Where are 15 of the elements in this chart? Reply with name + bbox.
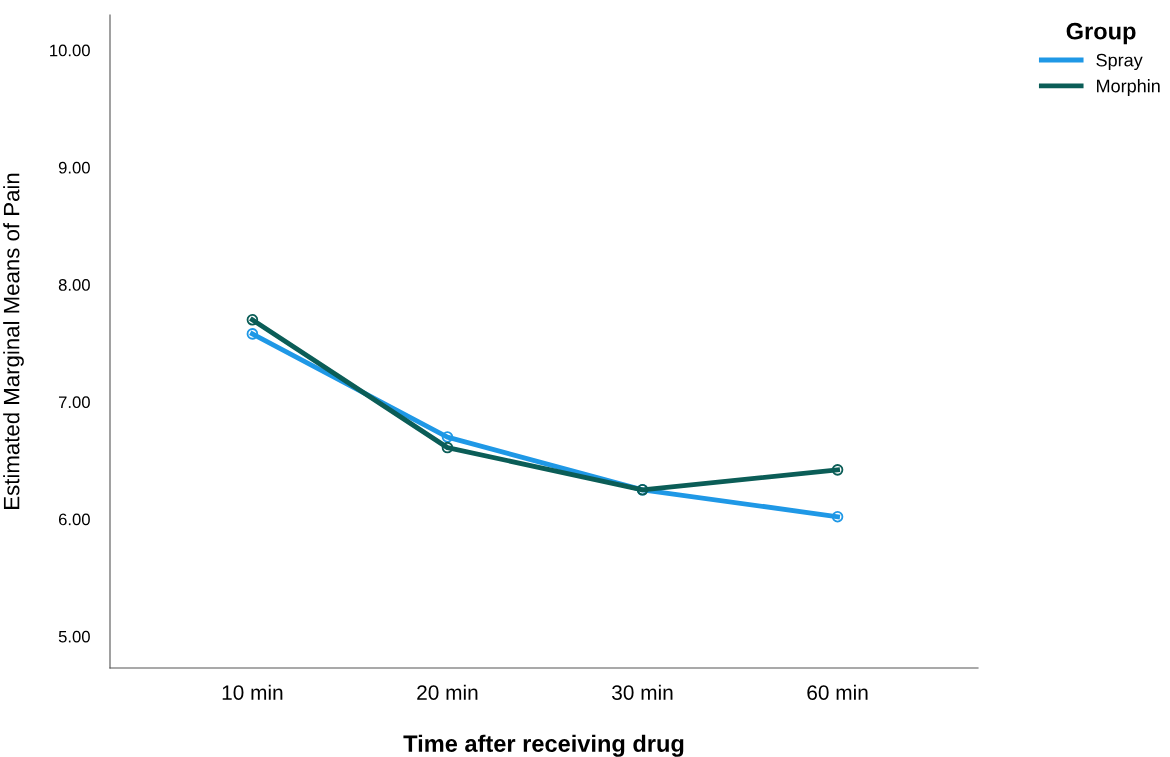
x-tick-label: 20 min <box>417 684 478 700</box>
y-axis-title: Estimated Marginal Means of Pain <box>3 173 24 509</box>
x-axis-title: Time after receiving drug <box>403 734 684 757</box>
y-tick-label: 8.00 <box>58 279 90 291</box>
legend-label: Spray <box>1096 53 1143 71</box>
y-tick-label: 7.00 <box>58 396 90 409</box>
legend-title: Group <box>1066 22 1136 45</box>
legend-label: Morphin <box>1097 79 1160 96</box>
x-tick-label: 30 min <box>612 684 673 700</box>
y-tick-label: 6.00 <box>58 513 90 526</box>
x-tick-label: 10 min <box>222 684 283 700</box>
x-tick-label: 60 min <box>807 684 868 700</box>
y-tick-label: 10.00 <box>50 44 90 57</box>
y-tick-label: 9.00 <box>58 161 90 174</box>
y-tick-label: 5.00 <box>58 630 90 643</box>
